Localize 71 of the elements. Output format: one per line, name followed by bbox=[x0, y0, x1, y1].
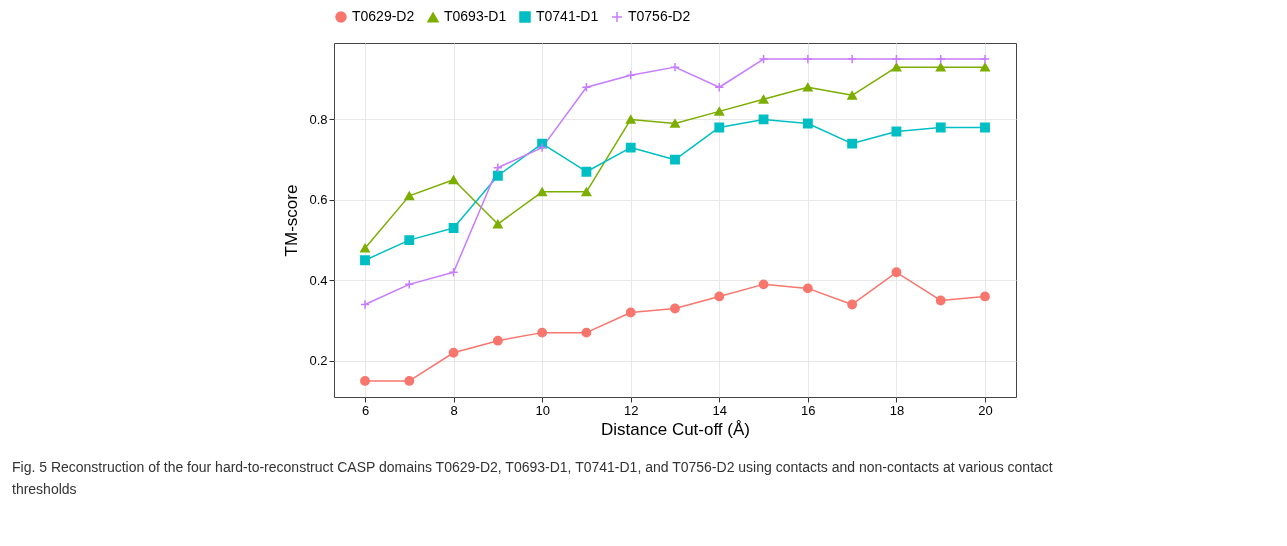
y-tick-label: 0.2 bbox=[309, 353, 328, 369]
x-tick-label: 16 bbox=[801, 402, 816, 418]
point bbox=[492, 335, 503, 346]
legend-label: T0693-D1 bbox=[444, 8, 507, 25]
x-tick-label: 20 bbox=[978, 402, 993, 418]
x-tick-label: 18 bbox=[889, 402, 905, 418]
point bbox=[758, 54, 769, 65]
caption: Fig. 5 Reconstruction of the four hard-to-reconstruct CASP domains T0629-D2, T0693-D1, T0741-D1, and T0756-D2 using contacts and non-contacts at various contact thresholds bbox=[12, 459, 1053, 497]
point bbox=[670, 303, 680, 314]
point bbox=[935, 62, 946, 72]
point bbox=[802, 54, 813, 65]
point bbox=[802, 118, 813, 129]
point bbox=[802, 82, 813, 92]
y-tick-label: 0.4 bbox=[309, 272, 328, 288]
point bbox=[670, 119, 680, 128]
y-tick-label: 0.8 bbox=[309, 111, 328, 127]
x-tick-label: 8 bbox=[450, 402, 458, 418]
point bbox=[360, 243, 370, 253]
point bbox=[758, 114, 769, 125]
point bbox=[360, 255, 370, 266]
x-tick-label: 12 bbox=[623, 402, 639, 418]
point bbox=[448, 223, 459, 233]
point bbox=[581, 166, 592, 177]
point bbox=[714, 122, 725, 133]
point bbox=[714, 291, 725, 302]
point bbox=[935, 122, 946, 133]
point bbox=[980, 62, 990, 72]
point bbox=[847, 90, 858, 100]
legend-label: T0741-D1 bbox=[536, 8, 599, 24]
point bbox=[802, 283, 813, 294]
point bbox=[891, 54, 902, 65]
point bbox=[537, 327, 548, 338]
legend-label: T0756-D2 bbox=[628, 8, 691, 24]
point bbox=[404, 375, 415, 386]
x-tick-label: 6 bbox=[361, 402, 370, 418]
point bbox=[891, 62, 902, 72]
point bbox=[670, 154, 680, 165]
point bbox=[625, 307, 636, 318]
point bbox=[492, 219, 503, 229]
x-axis-title: Distance Cut-off (Å) bbox=[601, 419, 750, 439]
point bbox=[980, 54, 990, 65]
point bbox=[404, 235, 415, 246]
point bbox=[360, 375, 370, 386]
point bbox=[537, 142, 548, 153]
point bbox=[448, 347, 459, 358]
point bbox=[492, 170, 503, 181]
legend-label: T0629-D2 bbox=[352, 8, 415, 24]
point bbox=[448, 175, 459, 185]
point bbox=[581, 187, 592, 197]
point bbox=[891, 126, 902, 137]
x-tick-label: 10 bbox=[535, 402, 550, 418]
point bbox=[847, 138, 858, 149]
point bbox=[360, 299, 370, 310]
point bbox=[625, 142, 636, 153]
y-tick-label: 0.6 bbox=[309, 192, 328, 208]
y-axis-title: TM-score bbox=[282, 184, 302, 257]
point bbox=[714, 107, 725, 116]
point bbox=[581, 327, 592, 338]
point bbox=[670, 62, 680, 73]
point bbox=[891, 267, 902, 278]
point bbox=[758, 94, 769, 104]
point bbox=[404, 191, 415, 201]
point bbox=[980, 122, 990, 133]
x-tick-label: 14 bbox=[712, 402, 728, 418]
point bbox=[625, 115, 636, 124]
point bbox=[537, 187, 548, 197]
point bbox=[935, 295, 946, 306]
point bbox=[980, 291, 990, 302]
point bbox=[847, 54, 858, 65]
point bbox=[758, 279, 769, 290]
point bbox=[847, 299, 858, 310]
